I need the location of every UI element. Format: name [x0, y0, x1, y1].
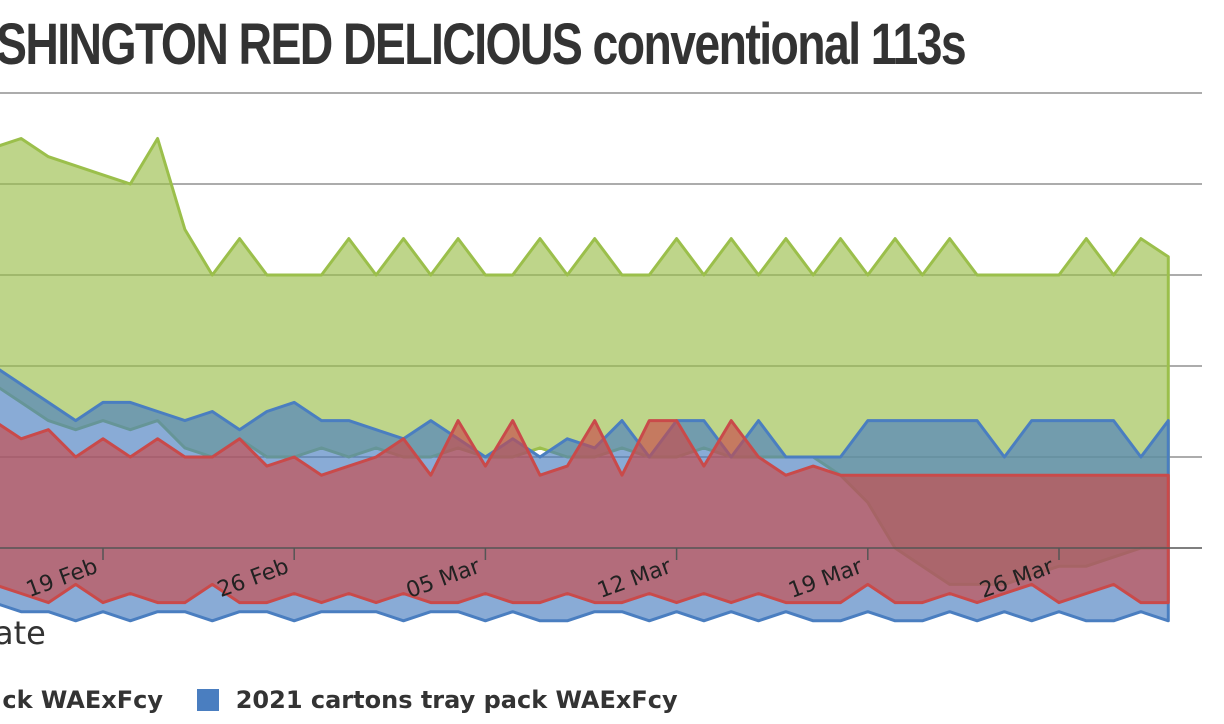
series-area-2 — [0, 419, 1170, 605]
chart-title: SHINGTON RED DELICIOUS conventional 113s — [0, 12, 967, 77]
series-areas — [0, 137, 1170, 623]
legend-label-blue: 2021 cartons tray pack WAExFcy — [235, 686, 678, 714]
legend-swatch-blue — [197, 689, 220, 711]
legend-item-red[interactable]: ck WAExFcy — [0, 686, 163, 714]
x-axis-title: ate — [0, 614, 46, 652]
legend: ck WAExFcy 2021 cartons tray pack WAExFc… — [0, 686, 704, 714]
legend-label-red: ck WAExFcy — [2, 686, 164, 714]
legend-item-blue[interactable]: 2021 cartons tray pack WAExFcy — [197, 686, 678, 714]
